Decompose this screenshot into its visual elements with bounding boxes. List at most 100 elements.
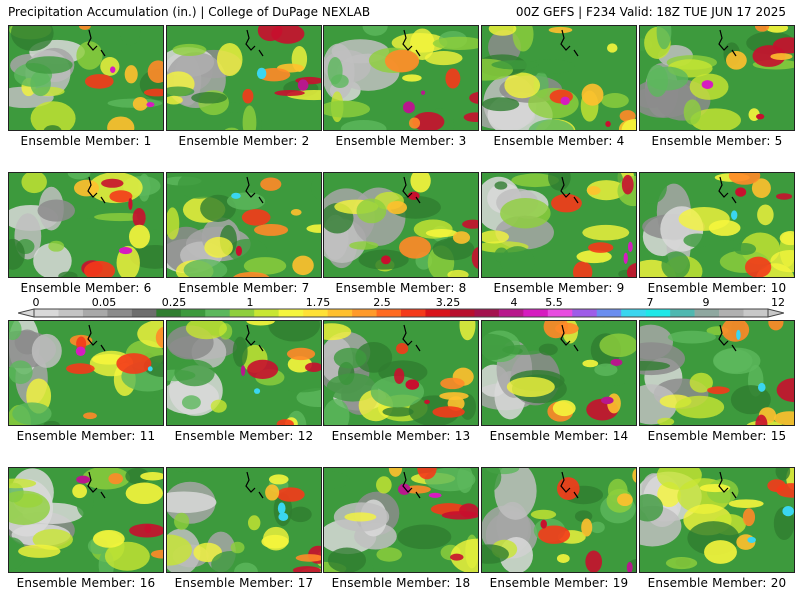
colorbar-tick-label: 7 xyxy=(647,297,654,309)
ensemble-member-label: Ensemble Member: 14 xyxy=(489,429,629,443)
ensemble-member-label: Ensemble Member: 8 xyxy=(335,281,467,295)
colorbar-tick-label: 9 xyxy=(703,297,710,309)
ensemble-member-label: Ensemble Member: 11 xyxy=(16,429,156,443)
colorbar-max-arrow xyxy=(767,308,784,318)
precip-map xyxy=(8,467,164,573)
colorbar-min-arrow xyxy=(18,308,35,318)
ensemble-member-panel: Ensemble Member: 10 xyxy=(639,172,795,295)
ensemble-member-label: Ensemble Member: 9 xyxy=(493,281,625,295)
ensemble-member-panel: Ensemble Member: 4 xyxy=(481,25,637,148)
ensemble-member-label: Ensemble Member: 6 xyxy=(20,281,152,295)
ensemble-member-panel: Ensemble Member: 16 xyxy=(8,467,164,590)
precip-map xyxy=(166,467,322,573)
colorbar-tick-label: 5.5 xyxy=(545,297,563,309)
colorbar-segment xyxy=(352,309,377,317)
ensemble-member-label: Ensemble Member: 1 xyxy=(20,134,152,148)
colorbar-segment xyxy=(547,309,573,317)
colorbar-tick-label: 0.05 xyxy=(92,297,117,309)
precip-map xyxy=(8,25,164,131)
colorbar-segment xyxy=(131,309,157,317)
model-run-info: 00Z GEFS | F234 Valid: 18Z TUE JUN 17 20… xyxy=(515,5,786,19)
colorbar-tick-label: 2.5 xyxy=(373,297,391,309)
colorbar-segment xyxy=(645,309,671,317)
precip-map xyxy=(481,467,637,573)
colorbar-segment xyxy=(327,309,353,317)
precip-map xyxy=(639,320,795,426)
colorbar-segment xyxy=(303,309,328,317)
colorbar-segment xyxy=(156,309,182,317)
ensemble-member-label: Ensemble Member: 15 xyxy=(647,429,787,443)
ensemble-member-label: Ensemble Member: 18 xyxy=(331,576,471,590)
ensemble-member-panel: Ensemble Member: 3 xyxy=(323,25,479,148)
ensemble-member-panel: Ensemble Member: 13 xyxy=(323,320,479,443)
ensemble-member-panel: Ensemble Member: 11 xyxy=(8,320,164,443)
colorbar-tick-label: 1 xyxy=(247,297,254,309)
colorbar-segment xyxy=(376,309,402,317)
ensemble-member-label: Ensemble Member: 17 xyxy=(174,576,314,590)
ensemble-member-panel: Ensemble Member: 19 xyxy=(481,467,637,590)
colorbar-segment xyxy=(621,309,646,317)
precip-map xyxy=(639,172,795,278)
colorbar-segment xyxy=(278,309,304,317)
colorbar-segment xyxy=(694,309,720,317)
colorbar-segment xyxy=(449,309,475,317)
colorbar-tick-label: 4 xyxy=(511,297,518,309)
ensemble-member-panel: Ensemble Member: 9 xyxy=(481,172,637,295)
ensemble-member-panel: Ensemble Member: 5 xyxy=(639,25,795,148)
colorbar-tick-label: 12 xyxy=(771,297,784,309)
colorbar-segment xyxy=(498,309,524,317)
precip-map xyxy=(166,320,322,426)
ensemble-member-label: Ensemble Member: 13 xyxy=(331,429,471,443)
colorbar-segment xyxy=(425,309,451,317)
ensemble-member-label: Ensemble Member: 12 xyxy=(174,429,314,443)
ensemble-member-panel: Ensemble Member: 2 xyxy=(166,25,322,148)
colorbar-segment xyxy=(596,309,622,317)
ensemble-member-label: Ensemble Member: 19 xyxy=(489,576,629,590)
precip-map xyxy=(323,320,479,426)
ensemble-member-label: Ensemble Member: 2 xyxy=(178,134,310,148)
ensemble-member-label: Ensemble Member: 4 xyxy=(493,134,625,148)
precip-map xyxy=(323,172,479,278)
colorbar-segment xyxy=(180,309,206,317)
colorbar-tick-label: 0.25 xyxy=(162,297,187,309)
ensemble-member-label: Ensemble Member: 3 xyxy=(335,134,467,148)
colorbar-graphic: 0 0.05 0.25 1 1.75 2.5 3.25 4 5.5 7 9 12 xyxy=(18,297,784,318)
ensemble-member-label: Ensemble Member: 16 xyxy=(16,576,156,590)
colorbar-tick-label: 3.25 xyxy=(436,297,461,309)
colorbar-segment xyxy=(254,309,279,317)
ensemble-member-label: Ensemble Member: 7 xyxy=(178,281,310,295)
ensemble-member-label: Ensemble Member: 5 xyxy=(651,134,783,148)
ensemble-member-panel: Ensemble Member: 15 xyxy=(639,320,795,443)
colorbar-segment xyxy=(205,309,231,317)
ensemble-member-panel: Ensemble Member: 12 xyxy=(166,320,322,443)
colorbar-segment xyxy=(107,309,133,317)
colorbar-tick-label: 0 xyxy=(33,297,40,309)
colorbar-segment xyxy=(401,309,426,317)
precip-map xyxy=(481,172,637,278)
precip-map xyxy=(639,467,795,573)
colorbar-segment xyxy=(474,309,500,317)
precip-map xyxy=(8,172,164,278)
precip-map xyxy=(481,25,637,131)
colorbar-segment xyxy=(719,309,744,317)
precip-map xyxy=(166,25,322,131)
colorbar-segment xyxy=(229,309,255,317)
ensemble-member-panel: Ensemble Member: 20 xyxy=(639,467,795,590)
colorbar-segment xyxy=(572,309,598,317)
precip-map xyxy=(639,25,795,131)
ensemble-member-panel: Ensemble Member: 17 xyxy=(166,467,322,590)
colorbar-segment xyxy=(58,309,84,317)
colorbar-segment xyxy=(743,309,769,317)
colorbar-segment xyxy=(670,309,695,317)
precip-map xyxy=(323,25,479,131)
ensemble-member-label: Ensemble Member: 20 xyxy=(647,576,787,590)
ensemble-member-panel: Ensemble Member: 6 xyxy=(8,172,164,295)
page-title: Precipitation Accumulation (in.) | Colle… xyxy=(8,5,371,19)
ensemble-member-panel: Ensemble Member: 1 xyxy=(8,25,164,148)
precip-map xyxy=(166,172,322,278)
precip-colorbar: 0 0.05 0.25 1 1.75 2.5 3.25 4 5.5 7 9 12 xyxy=(18,297,784,321)
precip-map xyxy=(8,320,164,426)
colorbar-segment xyxy=(34,309,59,317)
ensemble-member-panel: Ensemble Member: 18 xyxy=(323,467,479,590)
colorbar-segment xyxy=(82,309,108,317)
